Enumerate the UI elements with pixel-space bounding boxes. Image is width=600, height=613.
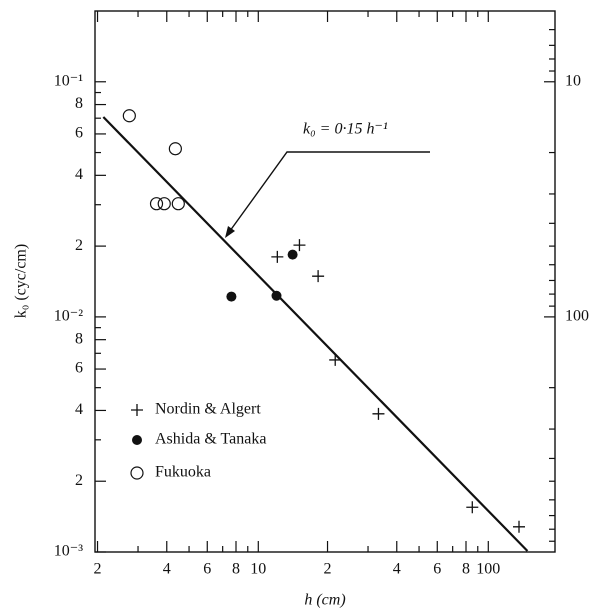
y-tick-label: 4 bbox=[75, 166, 83, 183]
y-tick-label: 10⁻³ bbox=[54, 543, 83, 560]
marker-plus bbox=[513, 520, 526, 533]
legend-label: Ashida & Tanaka bbox=[155, 431, 266, 448]
marker-open bbox=[171, 197, 185, 211]
x-tick-label: 4 bbox=[163, 561, 171, 578]
legend-marker bbox=[130, 466, 144, 480]
marker-filled bbox=[271, 290, 282, 301]
y2-tick-label: 100 bbox=[565, 308, 589, 325]
fit-line bbox=[102, 116, 529, 552]
marker-plus bbox=[293, 239, 306, 252]
y-axis-label: k₀ (cyc/cm) bbox=[13, 244, 30, 318]
y-tick-label: 4 bbox=[75, 401, 83, 418]
marker-filled bbox=[226, 291, 237, 302]
marker-open bbox=[149, 197, 164, 211]
y2-tick-label: 10 bbox=[565, 72, 581, 89]
marker-open bbox=[168, 142, 182, 156]
y-tick-label: 2 bbox=[75, 472, 83, 489]
legend-marker bbox=[131, 404, 143, 416]
marker-plus bbox=[329, 353, 342, 366]
plot-frame bbox=[94, 10, 556, 553]
annotation-arrow bbox=[226, 151, 430, 236]
x-tick-label: 4 bbox=[393, 561, 401, 578]
legend-label: Nordin & Algert bbox=[155, 401, 261, 418]
annotation: k₀ = 0·15 h⁻¹ bbox=[303, 121, 388, 138]
arrow-head bbox=[225, 226, 235, 238]
marker-plus bbox=[271, 250, 284, 263]
y-tick-label: 10⁻² bbox=[54, 308, 83, 325]
marker-plus bbox=[466, 501, 479, 514]
x-tick-label: 10 bbox=[250, 561, 266, 578]
legend-marker bbox=[132, 435, 142, 445]
y-tick-label: 8 bbox=[75, 95, 83, 112]
x-tick-label: 8 bbox=[462, 561, 470, 578]
y-tick-label: 6 bbox=[75, 125, 83, 142]
x-tick-label: 8 bbox=[232, 561, 240, 578]
legend-label: Fukuoka bbox=[155, 464, 211, 481]
x-tick-label: 100 bbox=[476, 561, 500, 578]
marker-plus bbox=[312, 270, 325, 283]
x-tick-label: 2 bbox=[324, 561, 332, 578]
marker-open bbox=[157, 197, 171, 211]
y-tick-label: 2 bbox=[75, 237, 83, 254]
y-tick-label: 10⁻¹ bbox=[54, 72, 83, 89]
y-tick-label: 8 bbox=[75, 330, 83, 347]
x-tick-label: 6 bbox=[203, 561, 211, 578]
marker-plus bbox=[372, 407, 385, 420]
x-tick-label: 2 bbox=[94, 561, 102, 578]
marker-open bbox=[122, 109, 136, 123]
x-tick-label: 6 bbox=[433, 561, 441, 578]
y-tick-label: 6 bbox=[75, 360, 83, 377]
marker-filled bbox=[287, 249, 298, 260]
x-axis-label: h (cm) bbox=[304, 592, 345, 609]
